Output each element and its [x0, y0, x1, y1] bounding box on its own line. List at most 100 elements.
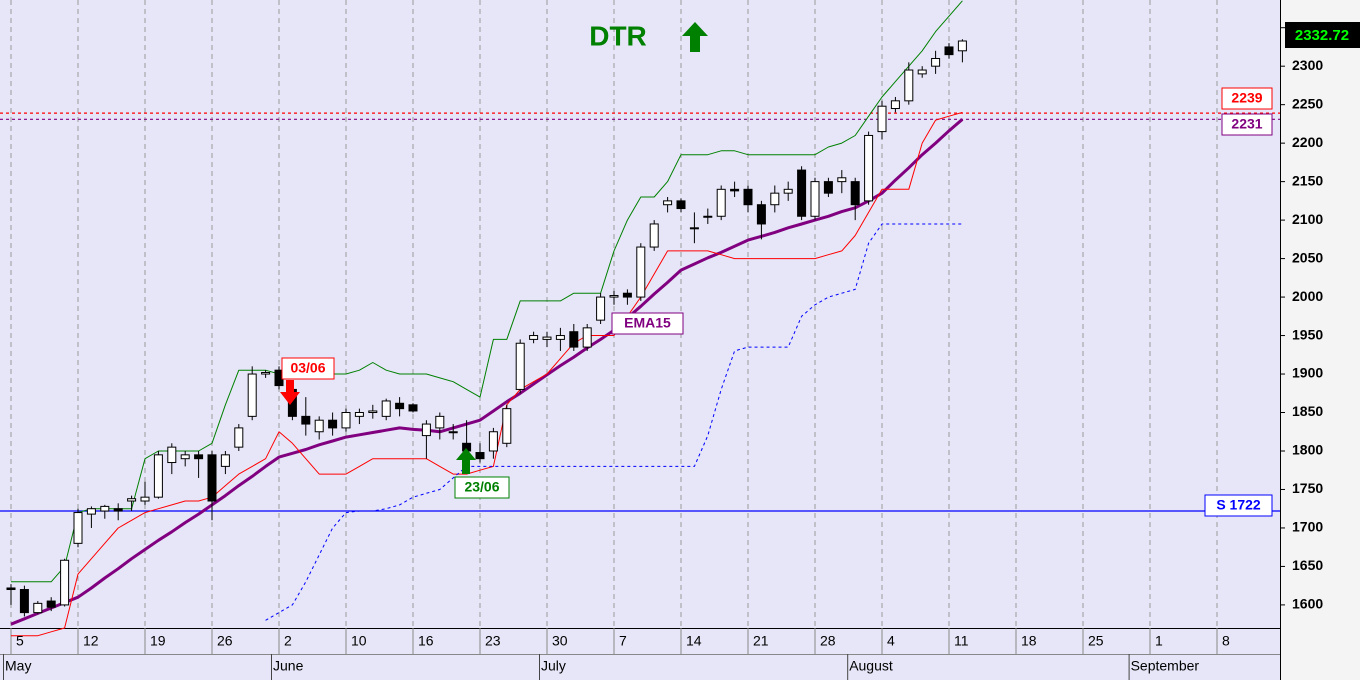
annotation-box — [454, 476, 510, 499]
candle-body — [19, 589, 29, 614]
month-label: August — [849, 658, 893, 674]
candle-body — [153, 454, 163, 498]
candle-body — [904, 69, 914, 102]
candle-body — [354, 412, 364, 417]
candle-body — [770, 192, 780, 206]
y-tick-label: 2000 — [1292, 288, 1323, 304]
annotation-box — [281, 357, 335, 380]
x-tick-label: 25 — [1088, 633, 1104, 649]
month-label: June — [273, 658, 304, 674]
candle-body — [435, 415, 445, 429]
month-label: September — [1131, 658, 1200, 674]
candle-body — [220, 454, 230, 467]
candle-body — [743, 188, 753, 206]
x-tick-label: 14 — [686, 633, 702, 649]
x-tick-label: 7 — [619, 633, 627, 649]
candle-body — [783, 188, 793, 194]
x-tick-label: 5 — [16, 633, 24, 649]
candle-body — [6, 587, 16, 591]
candle-body — [395, 402, 405, 410]
candle-body — [73, 512, 83, 544]
signal-arrow — [280, 380, 300, 405]
candle-body — [529, 335, 539, 340]
candle-body — [569, 331, 579, 348]
y-tick-label: 2100 — [1292, 211, 1323, 227]
x-tick-label: 23 — [485, 633, 501, 649]
indicator-line — [10, 118, 964, 626]
candle-body — [207, 454, 217, 502]
candle-body — [837, 177, 847, 183]
level-label: 2231 — [1231, 116, 1262, 132]
x-tick-label: 30 — [552, 633, 568, 649]
candle-body — [944, 46, 954, 56]
labels: 1600 1650 1700 1750 1800 1850 1900 1950 2000 2050… — [5, 18, 1360, 674]
candle-body — [730, 188, 740, 192]
indicator-line — [265, 223, 963, 621]
candle-body — [86, 508, 96, 515]
month-label: July — [541, 658, 566, 674]
y-tick-label: 2300 — [1292, 57, 1323, 73]
x-tick-label: 12 — [83, 633, 99, 649]
candle-body — [542, 336, 552, 340]
candle-body — [622, 292, 632, 298]
candle-body — [756, 204, 766, 225]
candle-body — [931, 57, 941, 67]
candle-body — [314, 419, 324, 433]
y-tick-label: 1800 — [1292, 442, 1323, 458]
x-tick-label: 19 — [150, 633, 166, 649]
y-tick-label: 1900 — [1292, 365, 1323, 381]
candle-body — [194, 454, 204, 460]
signal-arrow — [456, 448, 476, 474]
candle-body — [716, 188, 726, 217]
title-arrow — [682, 22, 708, 52]
indicator-line — [11, 111, 963, 637]
annotation: 23/06 — [464, 479, 499, 495]
y-tick-label: 1650 — [1292, 557, 1323, 573]
candle-body — [515, 342, 525, 390]
x-tick-label: 26 — [217, 633, 233, 649]
candle-body — [167, 446, 177, 464]
candle-body — [823, 181, 833, 194]
x-tick-label: 18 — [1021, 633, 1037, 649]
candle-body — [46, 600, 56, 608]
level-label: 2239 — [1231, 90, 1262, 106]
y-tick-label: 1750 — [1292, 480, 1323, 496]
candle-body — [180, 454, 190, 460]
candle-body — [689, 227, 699, 230]
x-tick-label: 21 — [753, 633, 769, 649]
candle-body — [341, 412, 351, 429]
candle-body — [368, 410, 378, 414]
candle-body — [877, 105, 887, 133]
candle-body — [850, 181, 860, 206]
candle-body — [676, 200, 686, 210]
line-label-box — [611, 312, 684, 335]
candle-body — [488, 431, 498, 452]
y-tick-label: 2250 — [1292, 95, 1323, 111]
x-tick-label: 11 — [954, 633, 969, 649]
candle-body — [890, 100, 900, 110]
x-tick-label: 2 — [284, 633, 292, 649]
candle-body — [234, 427, 244, 448]
candle-body — [596, 296, 606, 321]
chart-title: DTR — [589, 20, 647, 51]
y-tick-label: 1850 — [1292, 403, 1323, 419]
candle-body — [113, 508, 123, 512]
level-label-box — [1204, 494, 1273, 517]
y-tick-label: 1600 — [1292, 596, 1323, 612]
candle-body — [917, 69, 927, 75]
y-tick-label: 1700 — [1292, 519, 1323, 535]
candle-body — [475, 452, 485, 460]
level-label-box — [1221, 113, 1273, 136]
y-tick-label: 2200 — [1292, 134, 1323, 150]
month-label: May — [5, 658, 31, 674]
candle-body — [408, 404, 418, 412]
candle-body — [448, 431, 458, 434]
candle-body — [703, 215, 713, 218]
candle-body — [247, 373, 257, 417]
candle-body — [502, 408, 512, 444]
candle-body — [957, 40, 967, 52]
candle-body — [301, 415, 311, 425]
x-tick-label: 16 — [418, 633, 434, 649]
y-axis-area — [1280, 0, 1360, 680]
